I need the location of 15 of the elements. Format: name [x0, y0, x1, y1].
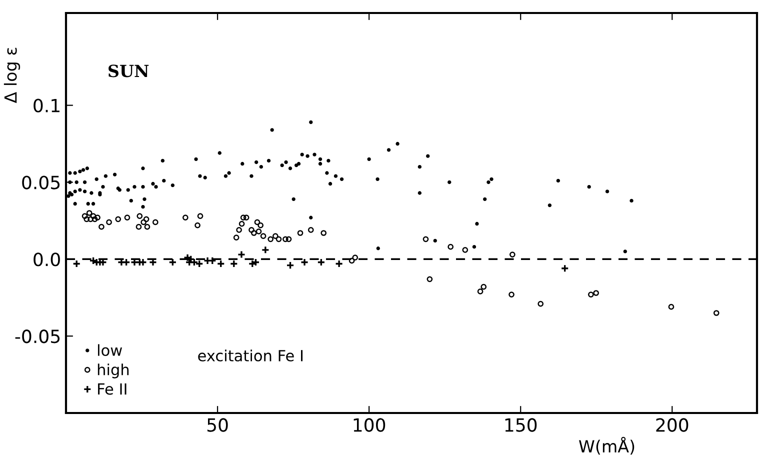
x-axis-title: W(mÅ) — [578, 436, 634, 455]
x-tick-label: 150 — [505, 418, 537, 432]
y-axis-title: Δ log ε — [4, 48, 20, 104]
y-tick-label: 0.0 — [34, 252, 60, 266]
y-tick-label: -0.05 — [15, 330, 60, 344]
legend-label: high — [98, 364, 129, 378]
legend-label: low — [98, 344, 122, 356]
x-tick-label: 100 — [354, 418, 386, 432]
y-tick-label: 0.1 — [34, 98, 60, 112]
annotation: excitation Fe I — [198, 350, 303, 362]
x-tick-label: 50 — [207, 418, 228, 432]
y-tick-label: 0.05 — [22, 176, 60, 190]
x-tick-label: 200 — [656, 418, 688, 432]
text: SUN — [108, 64, 149, 78]
legend-label: Fe II — [98, 383, 126, 395]
